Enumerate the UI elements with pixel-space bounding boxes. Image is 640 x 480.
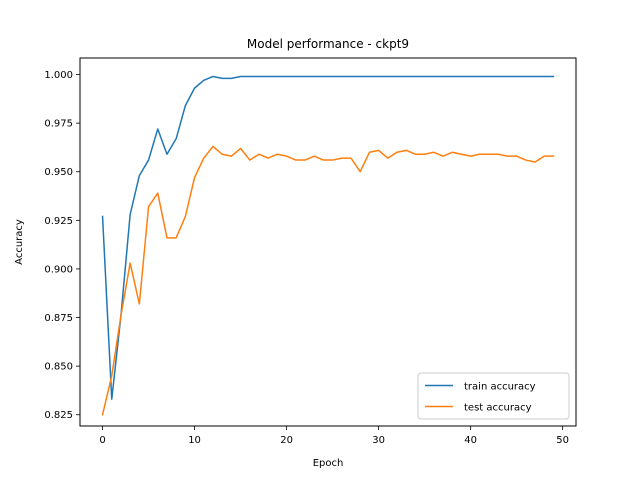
x-tick-label: 20 <box>280 435 293 446</box>
y-tick-label: 0.850 <box>44 362 73 373</box>
series-line-0 <box>101 75 555 400</box>
x-tick-label: 50 <box>556 435 569 446</box>
y-tick-label: 0.875 <box>44 313 73 324</box>
y-axis-label: Accuracy <box>14 219 25 265</box>
y-tick-label: 0.975 <box>44 119 73 130</box>
y-tick-label: 0.925 <box>44 216 73 227</box>
y-tick-label: 0.950 <box>44 167 73 178</box>
series-line-1 <box>101 145 555 416</box>
x-tick-label: 30 <box>372 435 385 446</box>
x-tick-label: 0 <box>99 435 105 446</box>
plot-frame <box>79 57 577 427</box>
x-axis-label: Epoch <box>313 458 344 469</box>
x-tick-label: 40 <box>464 435 477 446</box>
x-tick-label: 10 <box>188 435 201 446</box>
legend: train accuracy test accuracy <box>417 372 570 420</box>
legend-label-test-accuracy: test accuracy <box>464 403 532 414</box>
legend-label-train-accuracy: train accuracy <box>464 382 536 393</box>
y-tick-label: 0.900 <box>44 264 73 275</box>
y-tick-label: 1.000 <box>44 70 73 81</box>
x-axis: 0 10 20 30 40 50 <box>99 426 569 446</box>
y-tick-label: 0.825 <box>44 410 73 421</box>
chart-title: Model performance - ckpt9 <box>247 37 409 51</box>
y-axis: 0.825 0.850 0.875 0.900 0.925 0.950 0.975 1.000 <box>44 70 80 421</box>
plot-lines <box>101 75 555 416</box>
legend-box <box>417 372 570 420</box>
